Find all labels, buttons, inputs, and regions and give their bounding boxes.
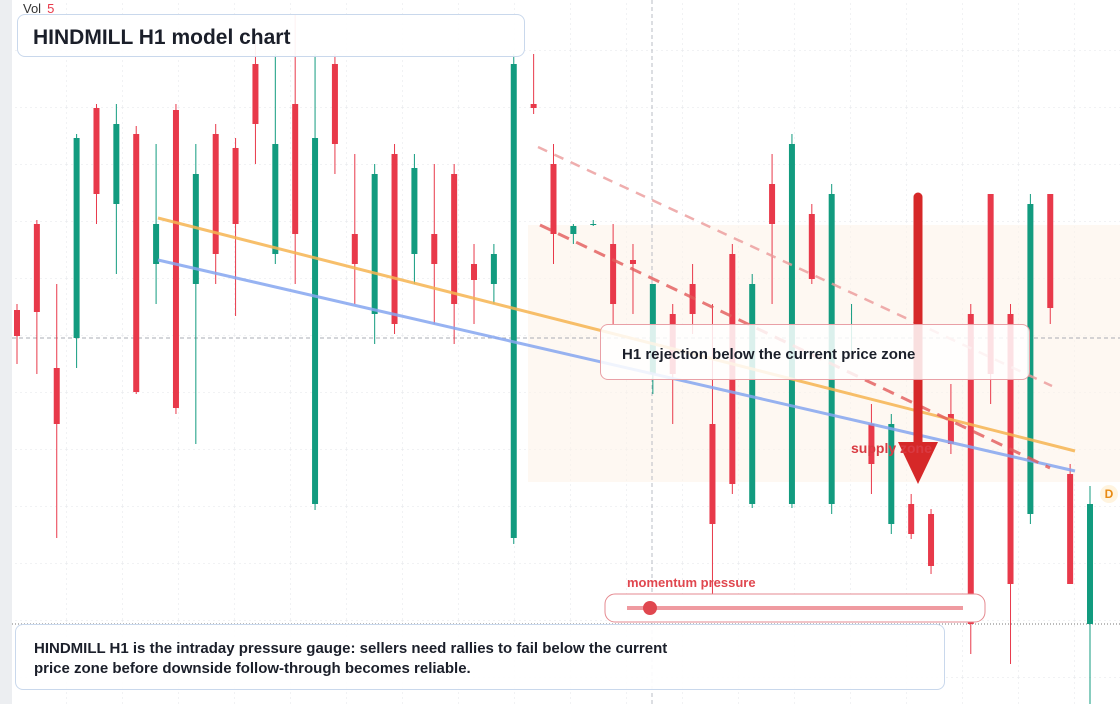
candle-body bbox=[967, 314, 974, 624]
gauge-label: momentum pressure bbox=[627, 575, 756, 590]
candle-body bbox=[33, 224, 40, 312]
candle-body bbox=[451, 174, 458, 304]
candle-body bbox=[252, 64, 259, 124]
candle-body bbox=[331, 64, 338, 144]
candle-body bbox=[172, 110, 179, 408]
marker: D bbox=[1100, 485, 1118, 503]
chart-title: HINDMILL H1 model chart bbox=[33, 26, 291, 49]
candle-body bbox=[1067, 474, 1074, 584]
candle-body bbox=[769, 184, 776, 224]
note: HINDMILL H1 is the intraday pressure gau… bbox=[34, 640, 668, 677]
candle-body bbox=[312, 138, 319, 504]
volume-legend: Vol 5 bbox=[23, 1, 54, 16]
candle-body bbox=[371, 174, 378, 314]
left-edge bbox=[0, 0, 12, 704]
candle-body bbox=[351, 234, 358, 264]
candle-body bbox=[629, 260, 636, 264]
volume-label: Vol bbox=[23, 1, 42, 16]
candle-body bbox=[888, 424, 895, 524]
candle-body bbox=[570, 226, 577, 234]
candle-body bbox=[709, 424, 716, 524]
candle-body bbox=[153, 224, 160, 264]
candle-body bbox=[490, 254, 497, 284]
candle-body bbox=[133, 134, 140, 392]
volume-value: 5 bbox=[47, 1, 55, 16]
candle-body bbox=[391, 154, 398, 324]
candle-body bbox=[530, 104, 537, 108]
note-panel: HINDMILL H1 is the intraday pressure gau… bbox=[15, 624, 945, 690]
candle-body bbox=[232, 148, 239, 224]
candle-body bbox=[1087, 504, 1093, 624]
candle-body bbox=[987, 194, 994, 374]
candle-body bbox=[93, 108, 100, 194]
candle-body bbox=[471, 264, 478, 280]
candle-body bbox=[14, 310, 20, 336]
candle-body bbox=[510, 64, 517, 538]
candle-body bbox=[292, 104, 299, 234]
candle-body bbox=[411, 168, 418, 254]
candle-body bbox=[431, 234, 438, 264]
candle-body bbox=[749, 284, 756, 504]
annotation: H1 rejection below the current price zon… bbox=[622, 346, 916, 363]
title-panel: HINDMILL H1 model chart bbox=[17, 14, 525, 57]
candle-body bbox=[212, 134, 219, 254]
gauge-knob bbox=[643, 601, 657, 615]
candle-body bbox=[610, 244, 617, 304]
candle-body bbox=[947, 414, 954, 444]
candle-body bbox=[928, 514, 935, 566]
arrow-head bbox=[898, 442, 938, 484]
annotation-panel: H1 rejection below the current price zon… bbox=[600, 324, 1030, 380]
zone-label: supply zone bbox=[851, 440, 932, 456]
candle-body bbox=[808, 214, 815, 279]
candle-body bbox=[1027, 204, 1034, 514]
candle-body bbox=[868, 424, 875, 464]
candle-body bbox=[590, 224, 597, 225]
candle-body bbox=[1047, 194, 1054, 308]
candle-body bbox=[113, 124, 120, 204]
candle-body bbox=[53, 368, 60, 424]
candle-body bbox=[73, 138, 80, 338]
candle-body bbox=[272, 144, 279, 254]
candle-body bbox=[550, 164, 557, 234]
candle-body bbox=[908, 504, 915, 534]
